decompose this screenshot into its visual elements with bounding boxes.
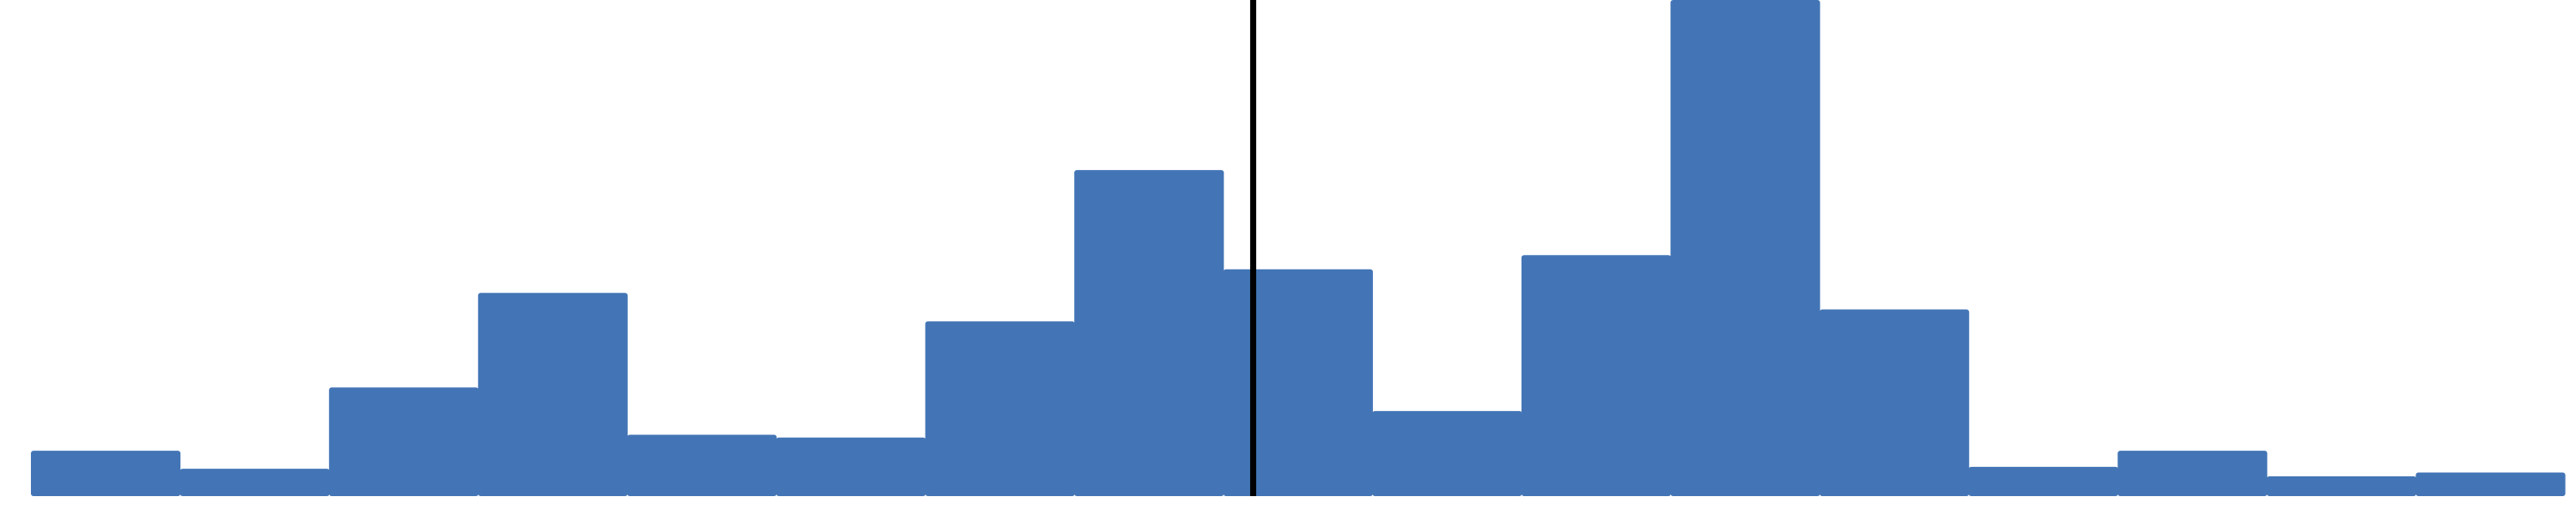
histogram-bar-2	[179, 469, 330, 496]
histogram-bar-8	[1074, 170, 1224, 497]
histogram-bar-3	[329, 387, 479, 496]
histogram-bar-12	[1670, 0, 1820, 496]
histogram-bar-5	[627, 434, 777, 496]
histogram-bar-14	[1968, 466, 2118, 496]
histogram-bar-4	[477, 293, 628, 496]
histogram-bar-17	[2415, 472, 2566, 496]
histogram-bar-1	[31, 451, 181, 496]
histogram-bar-6	[775, 437, 927, 496]
bar-series	[31, 0, 2566, 497]
histogram-bar-10	[1372, 410, 1522, 496]
histogram-bar-15	[2117, 451, 2268, 496]
histogram-bar-16	[2266, 476, 2417, 496]
histogram-bar-7	[925, 321, 1075, 496]
histogram-bar-11	[1521, 255, 1672, 496]
histogram-bar-9	[1223, 269, 1373, 496]
histogram-bar-13	[1820, 309, 1970, 496]
